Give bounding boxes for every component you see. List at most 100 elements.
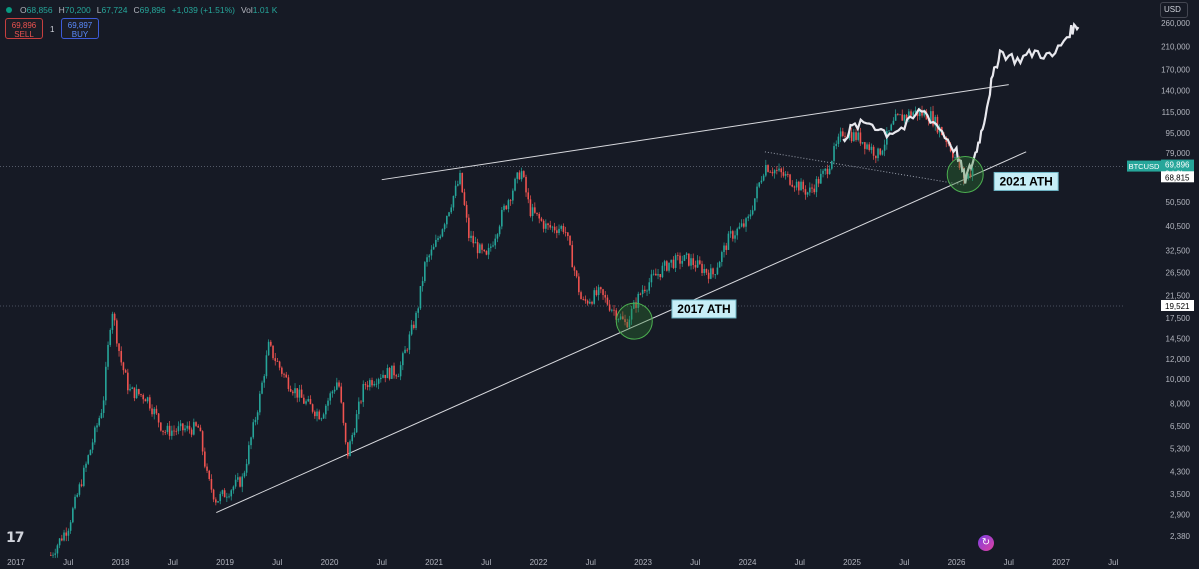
candle-body	[287, 377, 290, 389]
candle-body	[716, 267, 719, 275]
candle-body	[177, 426, 180, 432]
candle-body	[127, 372, 129, 391]
candle-body	[111, 313, 114, 330]
annotation-label: 2017 ATH	[677, 302, 730, 316]
candle-body	[784, 174, 787, 176]
candle-body	[637, 293, 640, 308]
candle-body	[556, 230, 558, 233]
candle-body	[802, 181, 805, 190]
candle-body	[575, 270, 578, 277]
sell-price: 69,896	[11, 21, 37, 30]
candle-body	[628, 319, 631, 328]
candle-body	[131, 387, 134, 389]
candle-body	[351, 435, 354, 442]
candle-body	[149, 397, 151, 409]
replay-icon[interactable]: ↻	[978, 535, 994, 551]
sell-button[interactable]: 69,896 SELL	[5, 18, 43, 39]
candle-body	[175, 430, 178, 432]
candle-body	[503, 205, 505, 210]
candle-body	[424, 262, 426, 282]
x-tick-label: 2021	[425, 558, 443, 567]
candle-body	[813, 188, 816, 193]
currency-selector[interactable]: USD	[1160, 2, 1188, 18]
x-tick-label: 2025	[843, 558, 861, 567]
candle-body	[732, 231, 734, 239]
x-tick-label: 2017	[7, 558, 25, 567]
candle-body	[234, 479, 237, 487]
candle-body	[307, 399, 310, 402]
price-label-text: 68,815	[1165, 173, 1190, 182]
candle-body	[402, 353, 404, 366]
candle-body	[89, 449, 92, 456]
candle-body	[228, 496, 230, 498]
candle-body	[828, 168, 831, 175]
candle-body	[113, 313, 116, 321]
candle-body	[166, 425, 169, 433]
tradingview-logo[interactable]: 17	[6, 530, 25, 546]
order-quantity[interactable]: 1	[50, 25, 55, 34]
y-tick-label: 2,900	[1170, 510, 1191, 519]
y-tick-label: 4,300	[1170, 467, 1191, 476]
x-tick-label: 2024	[739, 558, 757, 567]
candle-body	[908, 111, 910, 119]
candle-body	[261, 382, 263, 394]
candle-body	[597, 287, 600, 296]
candle-body	[322, 414, 325, 419]
sell-label: SELL	[14, 30, 34, 39]
candle-body	[932, 111, 934, 126]
candle-body	[859, 132, 862, 144]
candle-body	[384, 374, 387, 379]
candle-body	[567, 232, 569, 237]
buy-button[interactable]: 69,897 BUY	[61, 18, 99, 39]
candle-body	[804, 189, 807, 195]
candle-body	[109, 329, 112, 345]
price-label-tag	[1161, 171, 1194, 183]
candle-body	[531, 207, 534, 217]
candle-body	[355, 414, 358, 433]
candle-body	[516, 172, 519, 179]
candle-body	[448, 212, 450, 217]
candle-body	[787, 174, 789, 175]
candle-body	[210, 478, 213, 490]
y-tick-label: 8,000	[1170, 399, 1191, 408]
y-tick-label: 260,000	[1161, 19, 1190, 28]
candle-body	[791, 184, 794, 187]
candle-body	[507, 200, 510, 210]
candle-body	[316, 411, 318, 417]
candle-body	[188, 425, 191, 430]
candle-body	[685, 253, 688, 255]
open-value: 68,856	[26, 5, 53, 15]
candle-body	[615, 310, 618, 320]
candle-body	[652, 273, 655, 275]
candle-body	[241, 476, 244, 487]
candle-body	[52, 554, 54, 556]
candle-body	[899, 114, 901, 116]
candle-body	[450, 207, 453, 213]
candle-body	[377, 379, 380, 384]
candle-body	[219, 493, 222, 502]
candle-body	[969, 173, 972, 177]
candle-body	[331, 391, 334, 394]
candle-body	[164, 431, 167, 433]
candle-body	[83, 467, 85, 486]
candle-body	[501, 209, 503, 227]
candle-body	[912, 112, 915, 116]
candle-body	[281, 367, 283, 374]
candle-body	[292, 391, 294, 394]
candle-body	[404, 349, 406, 354]
candle-body	[296, 388, 299, 398]
candle-body	[870, 146, 873, 150]
candle-body	[551, 226, 554, 228]
candle-body	[661, 265, 664, 278]
candle-body	[274, 358, 277, 361]
trendline	[216, 151, 1027, 513]
candle-body	[602, 289, 604, 295]
candle-body	[129, 388, 131, 391]
x-tick-label: 2027	[1052, 558, 1070, 567]
candle-body	[199, 427, 202, 432]
candle-body	[474, 242, 477, 244]
candle-body	[762, 175, 765, 181]
candle-body	[485, 251, 488, 255]
candle-body	[87, 455, 90, 464]
